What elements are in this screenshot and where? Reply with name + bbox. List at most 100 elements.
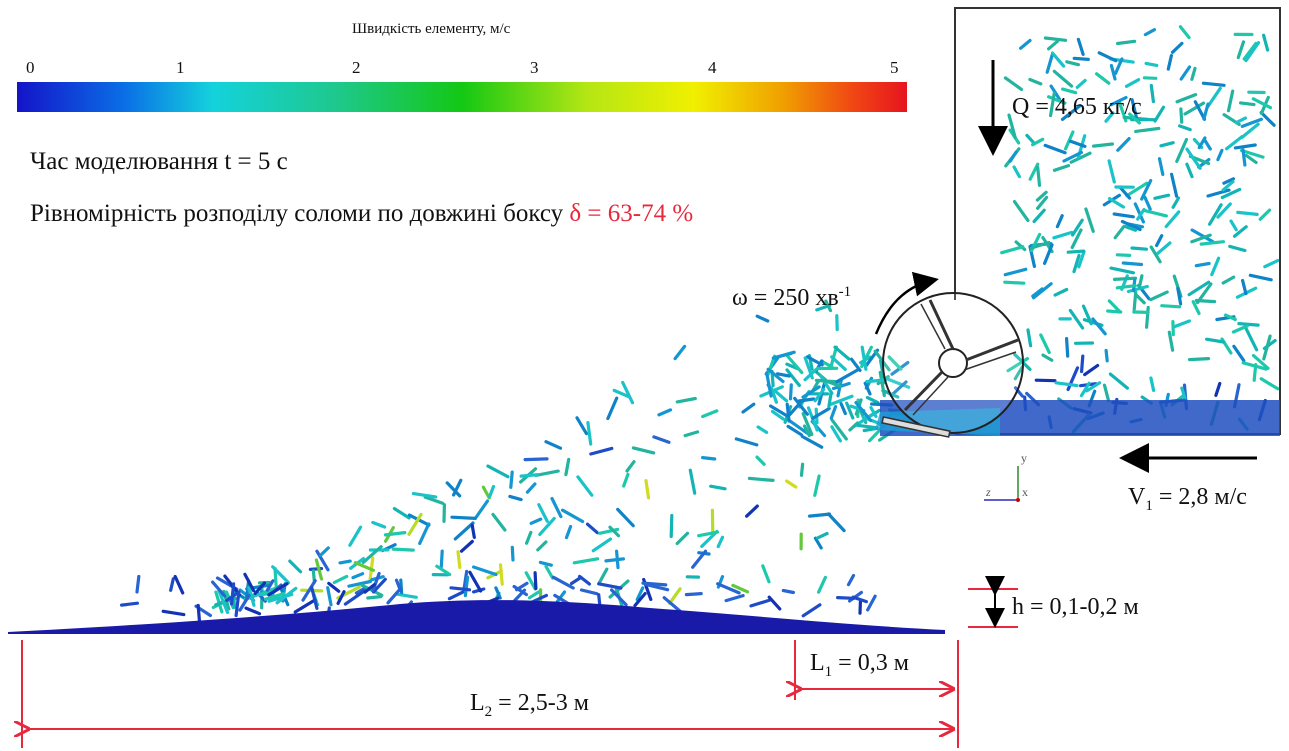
straw-particle <box>767 595 782 611</box>
uniformity-value: δ = 63-74 % <box>569 200 694 227</box>
straw-particle <box>1221 180 1235 192</box>
colorbar <box>17 82 907 112</box>
straw-particle <box>361 545 383 565</box>
straw-particle <box>253 581 267 596</box>
straw-particle <box>1003 76 1024 92</box>
straw-particle <box>589 446 614 456</box>
straw-particle <box>851 595 869 604</box>
uniformity-label: Рівномірність розподілу соломи по довжин… <box>30 200 570 227</box>
straw-particle <box>815 531 829 540</box>
straw-particle <box>608 525 621 538</box>
straw-particle <box>741 402 756 414</box>
straw-particle <box>1060 104 1082 122</box>
straw-particle <box>1039 333 1051 354</box>
straw-particle <box>1102 383 1111 403</box>
straw-particle <box>1109 266 1136 275</box>
straw-particle <box>697 530 720 538</box>
straw-particle <box>1185 162 1194 179</box>
straw-particle <box>769 386 779 404</box>
straw-particle <box>786 424 804 437</box>
straw-particle <box>781 588 796 595</box>
straw-particle <box>169 577 175 592</box>
l1-subscript: 1 <box>824 663 833 680</box>
straw-particle <box>1126 284 1149 294</box>
straw-particle <box>1224 135 1244 151</box>
straw-particle <box>889 380 908 398</box>
straw-particle <box>1259 377 1280 391</box>
straw-particle <box>211 580 227 598</box>
straw-particle <box>1034 378 1057 383</box>
straw-particle <box>234 590 241 618</box>
l2-symbol: L <box>470 690 485 716</box>
straw-particle <box>669 513 674 539</box>
straw-particle <box>1003 280 1026 285</box>
straw-particle <box>217 589 230 615</box>
straw-particle <box>1079 354 1085 374</box>
straw-particle <box>1115 39 1137 46</box>
straw-particle <box>1070 218 1084 237</box>
straw-particle <box>336 590 346 606</box>
straw-particle <box>1149 83 1156 104</box>
straw-particle <box>1240 117 1264 129</box>
straw-particle <box>1241 148 1247 167</box>
straw-particle <box>1205 86 1222 109</box>
straw-particle <box>1190 233 1212 244</box>
straw-particle <box>1171 319 1192 329</box>
straw-particle <box>604 557 626 563</box>
straw-particle <box>512 588 527 603</box>
straw-particle <box>510 545 515 562</box>
straw-particle <box>1107 159 1116 184</box>
straw-particle <box>849 357 862 372</box>
straw-particle <box>1236 40 1246 60</box>
straw-particle <box>351 572 365 580</box>
straw-particle <box>423 495 445 505</box>
straw-particle <box>1159 141 1175 148</box>
straw-particle <box>418 522 431 546</box>
straw-particle <box>1050 51 1066 68</box>
straw-particle <box>701 409 719 419</box>
straw-particle <box>1018 38 1032 50</box>
straw-particle <box>1066 249 1086 254</box>
straw-particle <box>657 408 673 417</box>
rotor-speed-label: ω = 250 хв-1 <box>732 284 851 312</box>
straw-particle <box>724 593 745 603</box>
straw-particle <box>830 425 843 443</box>
straw-particle <box>411 492 438 499</box>
straw-particle <box>848 421 860 432</box>
straw-particle <box>470 523 476 540</box>
straw-particle <box>1104 348 1109 363</box>
straw-particle <box>793 396 809 416</box>
l2-value: = 2,5-3 м <box>492 690 589 716</box>
straw-particle <box>196 603 201 623</box>
straw-particle <box>1154 234 1164 248</box>
straw-particle <box>887 355 903 371</box>
straw-particle <box>1043 143 1067 155</box>
straw-particle <box>230 582 236 606</box>
straw-particle <box>1153 105 1166 123</box>
straw-particle <box>863 381 872 396</box>
straw-particle <box>807 512 832 518</box>
straw-particle <box>1063 130 1075 151</box>
straw-particle <box>1251 354 1270 370</box>
straw-particle <box>830 355 847 371</box>
straw-particle <box>1238 101 1256 107</box>
straw-particle <box>1079 381 1091 398</box>
straw-particle <box>1220 187 1242 200</box>
straw-particle <box>1048 91 1056 118</box>
straw-particle <box>1031 287 1044 298</box>
straw-particle <box>1232 344 1246 363</box>
straw-particle <box>447 590 465 601</box>
straw-particle <box>829 405 838 420</box>
straw-particle <box>386 587 402 605</box>
straw-particle <box>1133 202 1146 224</box>
straw-particle <box>395 592 418 599</box>
straw-particle <box>860 345 868 371</box>
straw-particle <box>577 574 592 586</box>
straw-particle <box>550 496 563 519</box>
straw-particle <box>673 344 687 361</box>
straw-particle <box>1130 98 1139 120</box>
straw-particle <box>1185 147 1202 170</box>
straw-particle <box>833 345 851 361</box>
straw-particle <box>845 401 855 420</box>
straw-particle <box>1112 276 1138 281</box>
